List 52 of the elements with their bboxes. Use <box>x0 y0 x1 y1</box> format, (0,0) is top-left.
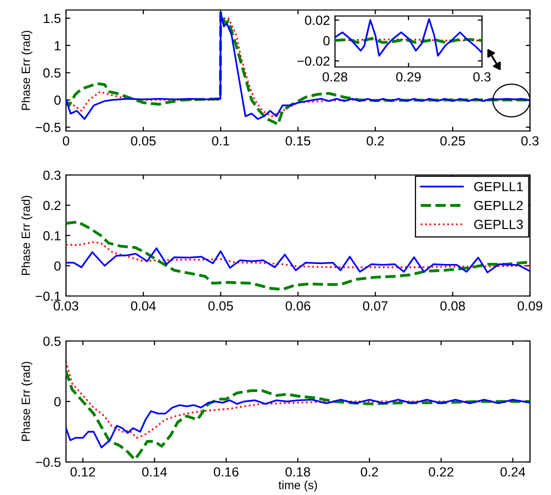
x-tick-label: 0.18 <box>285 467 310 477</box>
x-tick-label: 0.06 <box>286 301 310 311</box>
x-tick-label: 0.05 <box>131 136 156 146</box>
x-tick-label: 0.04 <box>131 301 156 311</box>
line-series <box>66 398 530 448</box>
x-tick-label: 0.3 <box>473 72 491 82</box>
y-tick-label: −0.02 <box>297 56 330 66</box>
x-tick-label: 0.29 <box>396 72 421 82</box>
line-series <box>66 220 530 291</box>
x-tick-label: 0.28 <box>322 72 348 82</box>
x-tick-label: 0.08 <box>440 301 465 311</box>
y-tick-label: 0.3 <box>43 170 61 180</box>
y-tick-label: 0.02 <box>304 16 330 25</box>
y-tick-label: −0.5 <box>36 458 61 467</box>
y-tick-label: 0.5 <box>43 68 61 78</box>
line-series <box>66 247 530 274</box>
y-axis-title: Phase Err (rad) <box>21 196 32 275</box>
y-tick-label: 0 <box>323 36 330 46</box>
x-tick-label: 0.1 <box>212 136 230 146</box>
x-tick-label: 0.09 <box>518 301 542 311</box>
x-tick-label: 0.05 <box>208 301 233 311</box>
x-tick-label: 0.2 <box>360 467 378 477</box>
line-series <box>335 18 482 57</box>
y-tick-label: 0.5 <box>43 336 61 346</box>
y-tick-label: 0 <box>54 397 61 406</box>
y-axis-title: Phase Err (rad) <box>21 362 32 441</box>
x-tick-label: 0.03 <box>54 301 78 311</box>
x-tick-label: 0.3 <box>521 136 539 146</box>
y-tick-label: 0.2 <box>43 200 60 210</box>
line-series <box>66 241 530 268</box>
x-tick-label: 0.07 <box>363 301 388 311</box>
legend-label: GEPLL1 <box>474 182 523 192</box>
x-tick-label: 0.22 <box>428 467 454 477</box>
x-tick-label: 0.24 <box>500 467 526 477</box>
y-tick-label: −0.1 <box>36 292 60 301</box>
x-tick-label: 0.12 <box>70 467 96 477</box>
y-tick-label: 1.5 <box>44 14 61 24</box>
x-tick-label: 0.15 <box>286 136 310 146</box>
y-tick-label: 0 <box>54 261 61 271</box>
x-tick-label: 0.2 <box>366 136 384 146</box>
y-tick-label: 0.1 <box>43 231 60 240</box>
x-tick-label: 0.14 <box>142 467 167 477</box>
legend-label: GEPLL2 <box>474 200 523 210</box>
y-axis-title: Phase Err (rad) <box>21 30 32 110</box>
x-tick-label: 0.16 <box>214 467 238 477</box>
x-tick-label: 0.25 <box>440 136 465 146</box>
y-tick-label: 0 <box>54 96 61 105</box>
legend-label: GEPLL3 <box>474 220 523 230</box>
y-tick-label: −0.5 <box>36 122 61 132</box>
x-tick-label: 0 <box>62 136 70 146</box>
x-axis-title: time (s) <box>278 480 317 492</box>
y-tick-label: 1 <box>54 41 60 50</box>
